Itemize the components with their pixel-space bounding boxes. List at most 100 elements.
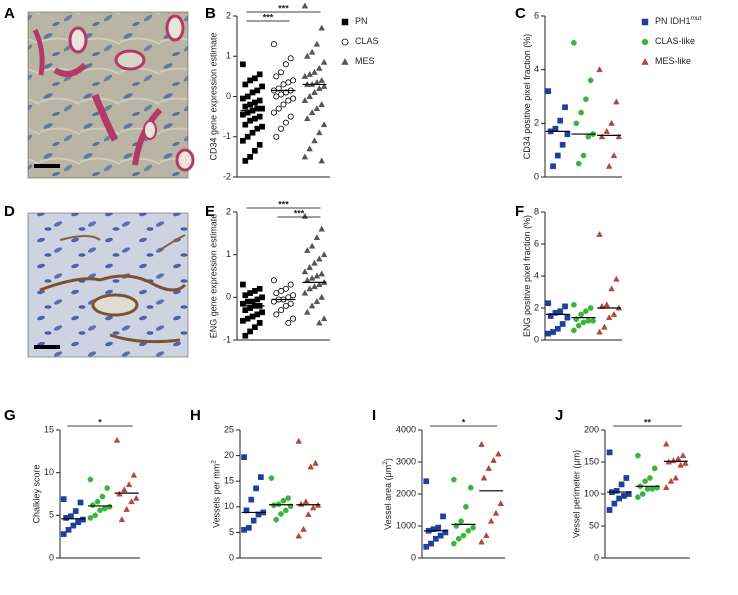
legend-marker	[641, 38, 649, 46]
data-point	[246, 524, 252, 531]
data-point	[601, 323, 608, 330]
data-point	[583, 308, 589, 315]
data-point	[125, 481, 133, 488]
data-point	[313, 298, 321, 305]
data-point	[273, 516, 280, 523]
data-point	[106, 503, 113, 510]
data-point	[259, 309, 265, 316]
data-point	[320, 315, 328, 322]
significance-label: ***	[263, 12, 274, 22]
data-point	[316, 281, 323, 287]
y-tick-label: 4000	[396, 424, 416, 434]
data-point	[313, 105, 321, 112]
data-point	[123, 505, 130, 512]
data-point	[547, 313, 554, 319]
data-point	[72, 508, 79, 514]
y-axis-label-text: CD34 positive pixel fraction (%)	[522, 34, 532, 160]
data-point	[435, 524, 442, 531]
data-point	[679, 452, 687, 459]
data-point	[77, 499, 84, 506]
data-point	[301, 268, 309, 275]
data-point	[290, 292, 297, 299]
data-point	[585, 317, 592, 324]
data-point	[259, 83, 265, 90]
y-tick-label: 2	[534, 302, 539, 312]
data-point	[282, 285, 289, 292]
data-point	[99, 493, 106, 500]
data-point	[60, 496, 67, 502]
data-point	[259, 294, 265, 301]
data-point	[256, 113, 263, 120]
y-tick-label: 15	[44, 424, 54, 434]
data-point	[478, 538, 485, 545]
data-point	[278, 307, 285, 314]
data-point	[270, 41, 277, 48]
data-point	[651, 465, 658, 472]
data-point	[480, 474, 488, 481]
y-axis-label-text: Vessel area (μm	[384, 465, 394, 530]
legend-name: MES	[355, 56, 375, 66]
data-point	[564, 314, 571, 321]
y-tick-label: 10	[224, 501, 234, 511]
data-point	[285, 495, 292, 501]
y-tick-label: 6	[534, 238, 539, 248]
data-point	[320, 251, 328, 258]
data-point	[557, 117, 564, 124]
data-point	[252, 324, 258, 331]
data-point	[557, 308, 564, 315]
y-tick-label: 8	[534, 206, 539, 216]
data-point	[287, 281, 294, 288]
data-point	[603, 127, 611, 134]
panel-letter: C	[515, 5, 526, 22]
data-point	[278, 511, 284, 517]
data-point	[603, 301, 611, 308]
data-point	[252, 115, 258, 122]
panel-letter: H	[190, 407, 201, 424]
panel-letter: J	[555, 407, 563, 424]
data-point	[308, 242, 316, 249]
legend-label: CLAS-like	[655, 36, 695, 46]
data-point	[642, 478, 648, 485]
data-point	[578, 311, 584, 318]
data-point	[432, 535, 439, 542]
legend-marker	[341, 18, 349, 26]
data-point	[89, 502, 96, 508]
data-point	[68, 513, 74, 520]
data-point	[587, 77, 594, 84]
data-point	[290, 315, 297, 322]
y-tick-label: 100	[584, 488, 599, 498]
data-point	[492, 509, 500, 516]
data-point	[442, 529, 449, 536]
data-point	[273, 133, 280, 140]
data-point	[437, 532, 444, 539]
panel-letter: A	[4, 5, 15, 22]
data-point	[318, 76, 325, 83]
legend-name: PN	[355, 16, 368, 26]
y-tick-label: -1	[223, 131, 231, 141]
data-point	[248, 496, 255, 503]
data-point	[545, 300, 552, 307]
data-point	[302, 498, 310, 505]
data-point	[562, 104, 568, 111]
y-axis-label: ENG positive pixel fraction (%)	[522, 215, 532, 337]
y-tick-label: 25	[224, 424, 234, 434]
y-tick-label: 2	[226, 10, 231, 20]
data-point	[301, 153, 309, 160]
data-point	[545, 88, 552, 94]
data-point	[242, 81, 249, 88]
legend-name: CLAS	[355, 36, 379, 46]
data-point	[598, 133, 606, 140]
data-point	[467, 484, 474, 491]
y-tick-label: 200	[584, 424, 599, 434]
data-point	[312, 459, 319, 466]
legend-name: CLAS-like	[655, 36, 695, 46]
data-point	[590, 317, 596, 324]
data-point	[306, 285, 313, 292]
data-point	[606, 449, 613, 456]
data-point	[258, 474, 264, 480]
data-point	[460, 532, 467, 539]
data-point	[256, 97, 263, 104]
data-point	[674, 455, 682, 462]
data-point	[559, 141, 566, 148]
